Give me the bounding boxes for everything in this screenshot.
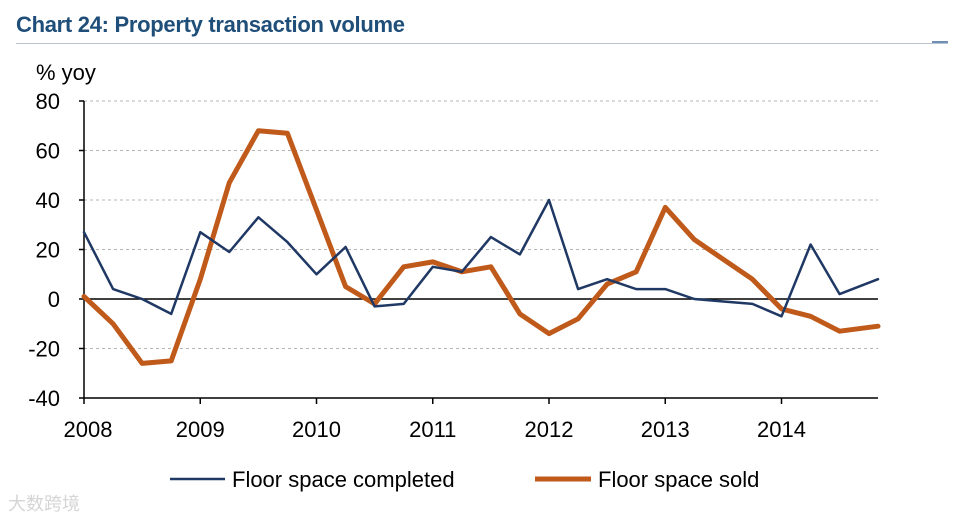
chart-title: Chart 24: Property transaction volume: [16, 12, 405, 37]
legend: Floor space completed Floor space sold: [170, 467, 759, 492]
title-rule-accent: [932, 41, 948, 43]
y-tick-label: 0: [48, 287, 60, 312]
x-tick-label: 2010: [292, 417, 341, 442]
legend-label-floor-space-sold: Floor space sold: [598, 467, 759, 492]
watermark: 大数跨境: [8, 494, 80, 515]
y-tick-label: -40: [28, 386, 60, 411]
series-line-floor-space-sold: [81, 128, 881, 366]
series-line-floor-space-completed: [82, 198, 880, 318]
x-tick-labels: 2008 2009 2010 2011 2012 2013 2014: [64, 417, 806, 442]
x-tick-label: 2011: [409, 417, 456, 442]
legend-label-floor-space-completed: Floor space completed: [232, 467, 455, 492]
y-tick-label: -20: [28, 337, 60, 362]
y-tick-labels: 80 60 40 20 0 -20 -40: [28, 89, 60, 411]
x-tick-label: 2012: [525, 417, 574, 442]
y-axis-label: % yoy: [36, 60, 96, 85]
y-tick-label: 60: [36, 139, 60, 164]
axes: [79, 100, 878, 404]
y-tick-label: 80: [36, 89, 60, 114]
x-tick-label: 2008: [64, 417, 113, 442]
x-tick-label: 2009: [176, 417, 225, 442]
x-tick-label: 2014: [757, 417, 806, 442]
x-tick-label: 2013: [641, 417, 690, 442]
y-tick-label: 20: [36, 238, 60, 263]
title-rule: [16, 43, 948, 44]
y-tick-label: 40: [36, 188, 60, 213]
series-lines: [81, 128, 881, 366]
